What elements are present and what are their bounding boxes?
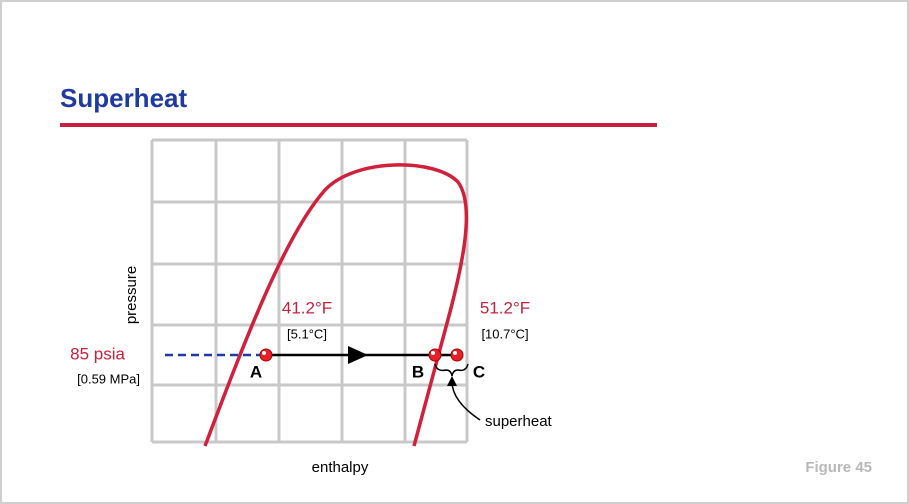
point-label: C [473,362,485,381]
saturation-dome [203,163,469,447]
point-label: B [412,362,424,381]
x-axis-label: enthalpy [312,459,369,476]
temperature-c: [10.7°C] [481,326,528,341]
figure-label: Figure 45 [805,459,872,476]
temperature-f: 41.2°F [282,298,332,317]
temperature-f: 51.2°F [480,298,530,317]
pressure-label: 85 psia [70,344,125,363]
pressure-metric: [0.59 MPa] [77,371,140,386]
annotation: superheat [485,413,553,430]
y-axis-label: pressure [123,266,140,324]
point-label: A [250,362,262,381]
state-points [259,348,464,362]
grid [150,138,469,444]
arrow-head [348,346,368,364]
pointer-head [447,376,457,386]
temperature-c: [5.1°C] [287,326,327,341]
title: Superheat [60,83,187,113]
title-rule [60,123,657,127]
